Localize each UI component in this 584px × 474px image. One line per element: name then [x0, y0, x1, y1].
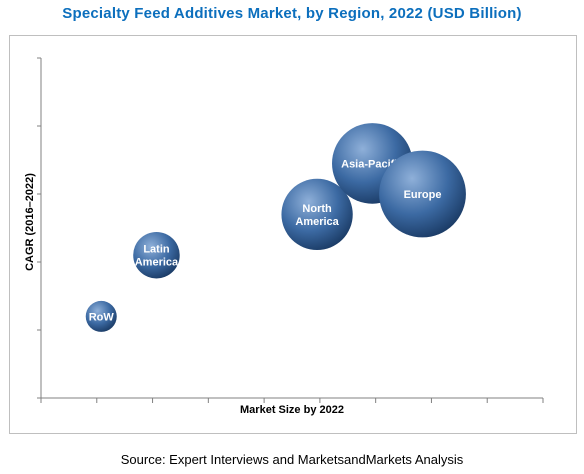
- source-note: Source: Expert Interviews and Marketsand…: [120, 452, 464, 467]
- bubbles: RoW Latin America North America Asia-Pacific E…: [85, 123, 466, 332]
- bubble-label: Latin America: [135, 244, 179, 269]
- bubble-europe: [379, 150, 466, 238]
- bubble-label: RoW: [89, 311, 115, 323]
- y-axis-label: CAGR (2016–2022): [24, 173, 36, 271]
- chart-title: Specialty Feed Additives Market, by Regi…: [62, 5, 522, 22]
- bubble-label: Europe: [404, 189, 442, 201]
- bubble-label: Asia-Pacific: [341, 158, 403, 170]
- bubble-latin-america: [133, 231, 180, 279]
- bubble-north-america: [281, 178, 353, 251]
- bubble-row: [85, 300, 117, 332]
- x-axis-label: Market Size by 2022: [240, 404, 344, 416]
- axes: [37, 57, 544, 403]
- bubble-label: North America: [295, 203, 339, 228]
- chart-frame: [9, 35, 577, 434]
